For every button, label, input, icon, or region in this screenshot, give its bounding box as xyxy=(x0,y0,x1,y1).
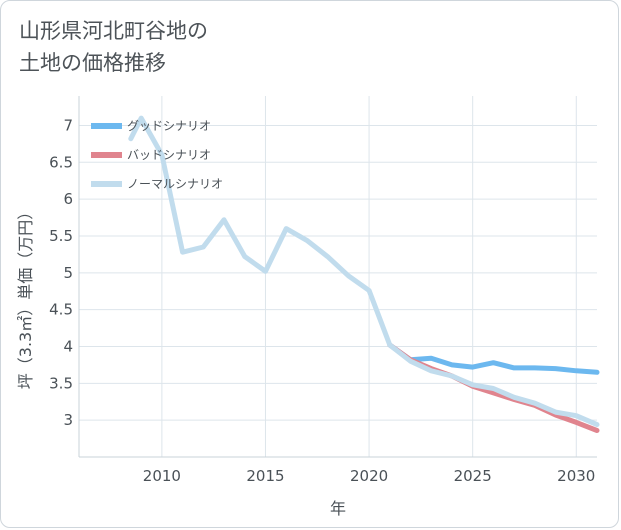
chart-title-line-1: 山形県河北町谷地の xyxy=(19,19,208,43)
series-lines xyxy=(128,115,600,433)
legend-item-good[interactable]: グッドシナリオ xyxy=(91,119,211,133)
axes xyxy=(78,96,597,458)
y-tick-label: 3 xyxy=(63,411,73,429)
legend-label: ノーマルシナリオ xyxy=(127,177,223,191)
good-scenario-line xyxy=(387,342,600,375)
x-tick-label: 2020 xyxy=(350,467,388,485)
tick-labels: 2010 2015 2020 2025 2030 3 3.5 4 4.5 5 5.5 6 6.5 7 xyxy=(49,116,595,485)
x-tick-label: 2010 xyxy=(143,467,181,485)
legend-item-normal[interactable]: ノーマルシナリオ xyxy=(91,177,223,191)
y-axis-label: 坪（3.3㎡）単価（万円） xyxy=(16,204,35,389)
y-tick-label: 4.5 xyxy=(49,301,73,319)
x-tick-label: 2025 xyxy=(454,467,492,485)
legend-label: バッドシナリオ xyxy=(127,148,211,162)
chart-title: 山形県河北町谷地の 土地の価格推移 xyxy=(19,15,208,79)
y-tick-label: 3.5 xyxy=(49,374,73,392)
y-tick-label: 6.5 xyxy=(49,153,73,171)
x-tick-label: 2015 xyxy=(246,467,284,485)
y-tick-label: 7 xyxy=(63,116,73,134)
y-tick-label: 6 xyxy=(63,190,73,208)
legend-label: グッドシナリオ xyxy=(127,119,211,133)
grid-lines xyxy=(79,96,597,457)
y-tick-label: 5 xyxy=(63,264,73,282)
normal-scenario-line xyxy=(128,115,600,428)
x-tick-label: 2030 xyxy=(557,467,595,485)
chart-title-line-2: 土地の価格推移 xyxy=(19,51,166,75)
x-axis-label: 年 xyxy=(330,499,346,518)
y-tick-label: 4 xyxy=(63,337,73,355)
y-tick-label: 5.5 xyxy=(49,227,73,245)
legend-item-bad[interactable]: バッドシナリオ xyxy=(91,148,211,162)
